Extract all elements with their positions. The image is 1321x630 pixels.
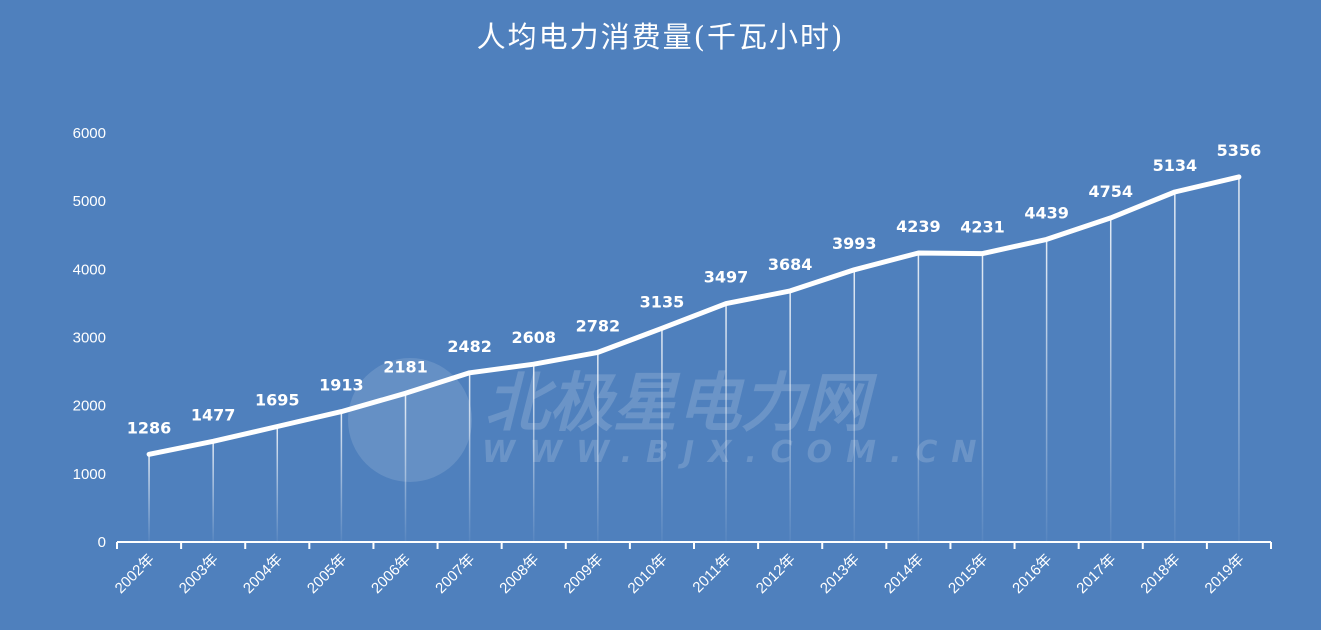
x-tick-label: 2010年 — [625, 551, 671, 597]
drop-line — [1174, 192, 1176, 542]
drop-line — [276, 426, 279, 542]
data-label: 1477 — [191, 405, 236, 424]
data-label: 5134 — [1153, 156, 1198, 175]
x-tick-label: 2005年 — [304, 551, 350, 597]
data-label: 3497 — [704, 268, 749, 287]
data-label: 1286 — [127, 418, 172, 437]
data-label: 4439 — [1024, 203, 1069, 222]
y-tick-label: 4000 — [73, 261, 106, 278]
data-label: 1913 — [319, 376, 364, 395]
x-tick-label: 2015年 — [945, 551, 991, 597]
x-tick-label: 2008年 — [496, 551, 542, 597]
data-label: 2482 — [447, 337, 492, 356]
y-tick-label: 0 — [98, 534, 106, 551]
x-tick-label: 2014年 — [881, 551, 927, 597]
data-label: 1695 — [255, 390, 300, 409]
y-axis: 0 1000 2000 3000 4000 5000 6000 — [73, 125, 106, 551]
x-tick-label: 2007年 — [432, 551, 478, 597]
drop-line — [1045, 239, 1048, 542]
drop-line — [148, 454, 150, 542]
x-tick-label: 2016年 — [1009, 551, 1055, 597]
x-tick-label: 2004年 — [240, 551, 286, 597]
drop-line — [340, 411, 343, 542]
drop-line — [853, 269, 856, 542]
data-line — [146, 174, 1242, 457]
drop-line — [789, 290, 791, 542]
watermark-url: WWW.BJX.COM.CN — [482, 435, 991, 470]
x-tick-label: 2006年 — [368, 551, 414, 597]
x-tick-label: 2013年 — [817, 551, 863, 597]
drop-lines — [148, 176, 1240, 542]
drop-line — [212, 441, 214, 542]
x-tick-label: 2012年 — [753, 551, 799, 597]
x-tick-label: 2017年 — [1073, 551, 1119, 597]
data-label: 3135 — [640, 292, 685, 311]
drop-line — [981, 253, 984, 542]
data-label: 2608 — [511, 328, 556, 347]
series-line — [146, 174, 1242, 457]
x-axis: 2002年 2003年 2004年 2005年 2006年 2007年 2008年 2009年… — [112, 541, 1272, 597]
data-label: 4754 — [1088, 182, 1133, 201]
data-label: 2181 — [383, 357, 428, 376]
x-tick-label: 2019年 — [1202, 551, 1248, 597]
data-label: 3993 — [832, 234, 877, 253]
watermark-chinese: 北极星电力网 — [485, 367, 878, 441]
x-tick-label: 2003年 — [176, 551, 222, 597]
drop-line — [404, 393, 407, 542]
data-label: 5356 — [1217, 141, 1262, 160]
y-tick-label: 3000 — [73, 330, 106, 347]
data-label: 2782 — [576, 316, 621, 335]
data-labels: 1286 1477 1695 1913 2181 2482 2608 2782 3135 3497… — [127, 141, 1261, 437]
drop-line — [917, 253, 920, 542]
drop-line — [532, 364, 535, 542]
drop-line — [1109, 217, 1112, 542]
x-tick-label: 2009年 — [560, 551, 606, 597]
y-tick-label: 5000 — [73, 193, 106, 210]
drop-line — [597, 352, 599, 542]
x-tick-label: 2002年 — [112, 551, 158, 597]
drop-line — [725, 303, 727, 542]
drop-line — [468, 372, 471, 542]
data-label: 3684 — [768, 255, 813, 274]
y-tick-label: 2000 — [73, 398, 106, 415]
y-tick-label: 6000 — [73, 125, 106, 142]
x-tick-label: 2011年 — [689, 551, 734, 596]
drop-line — [1238, 176, 1240, 542]
y-tick-label: 1000 — [73, 466, 106, 483]
x-tick-label: 2018年 — [1137, 551, 1183, 597]
chart-title: 人均电力消费量(千瓦小时) — [476, 20, 845, 54]
data-label: 4231 — [960, 218, 1005, 237]
data-label: 4239 — [896, 217, 941, 236]
drop-line — [661, 328, 663, 542]
